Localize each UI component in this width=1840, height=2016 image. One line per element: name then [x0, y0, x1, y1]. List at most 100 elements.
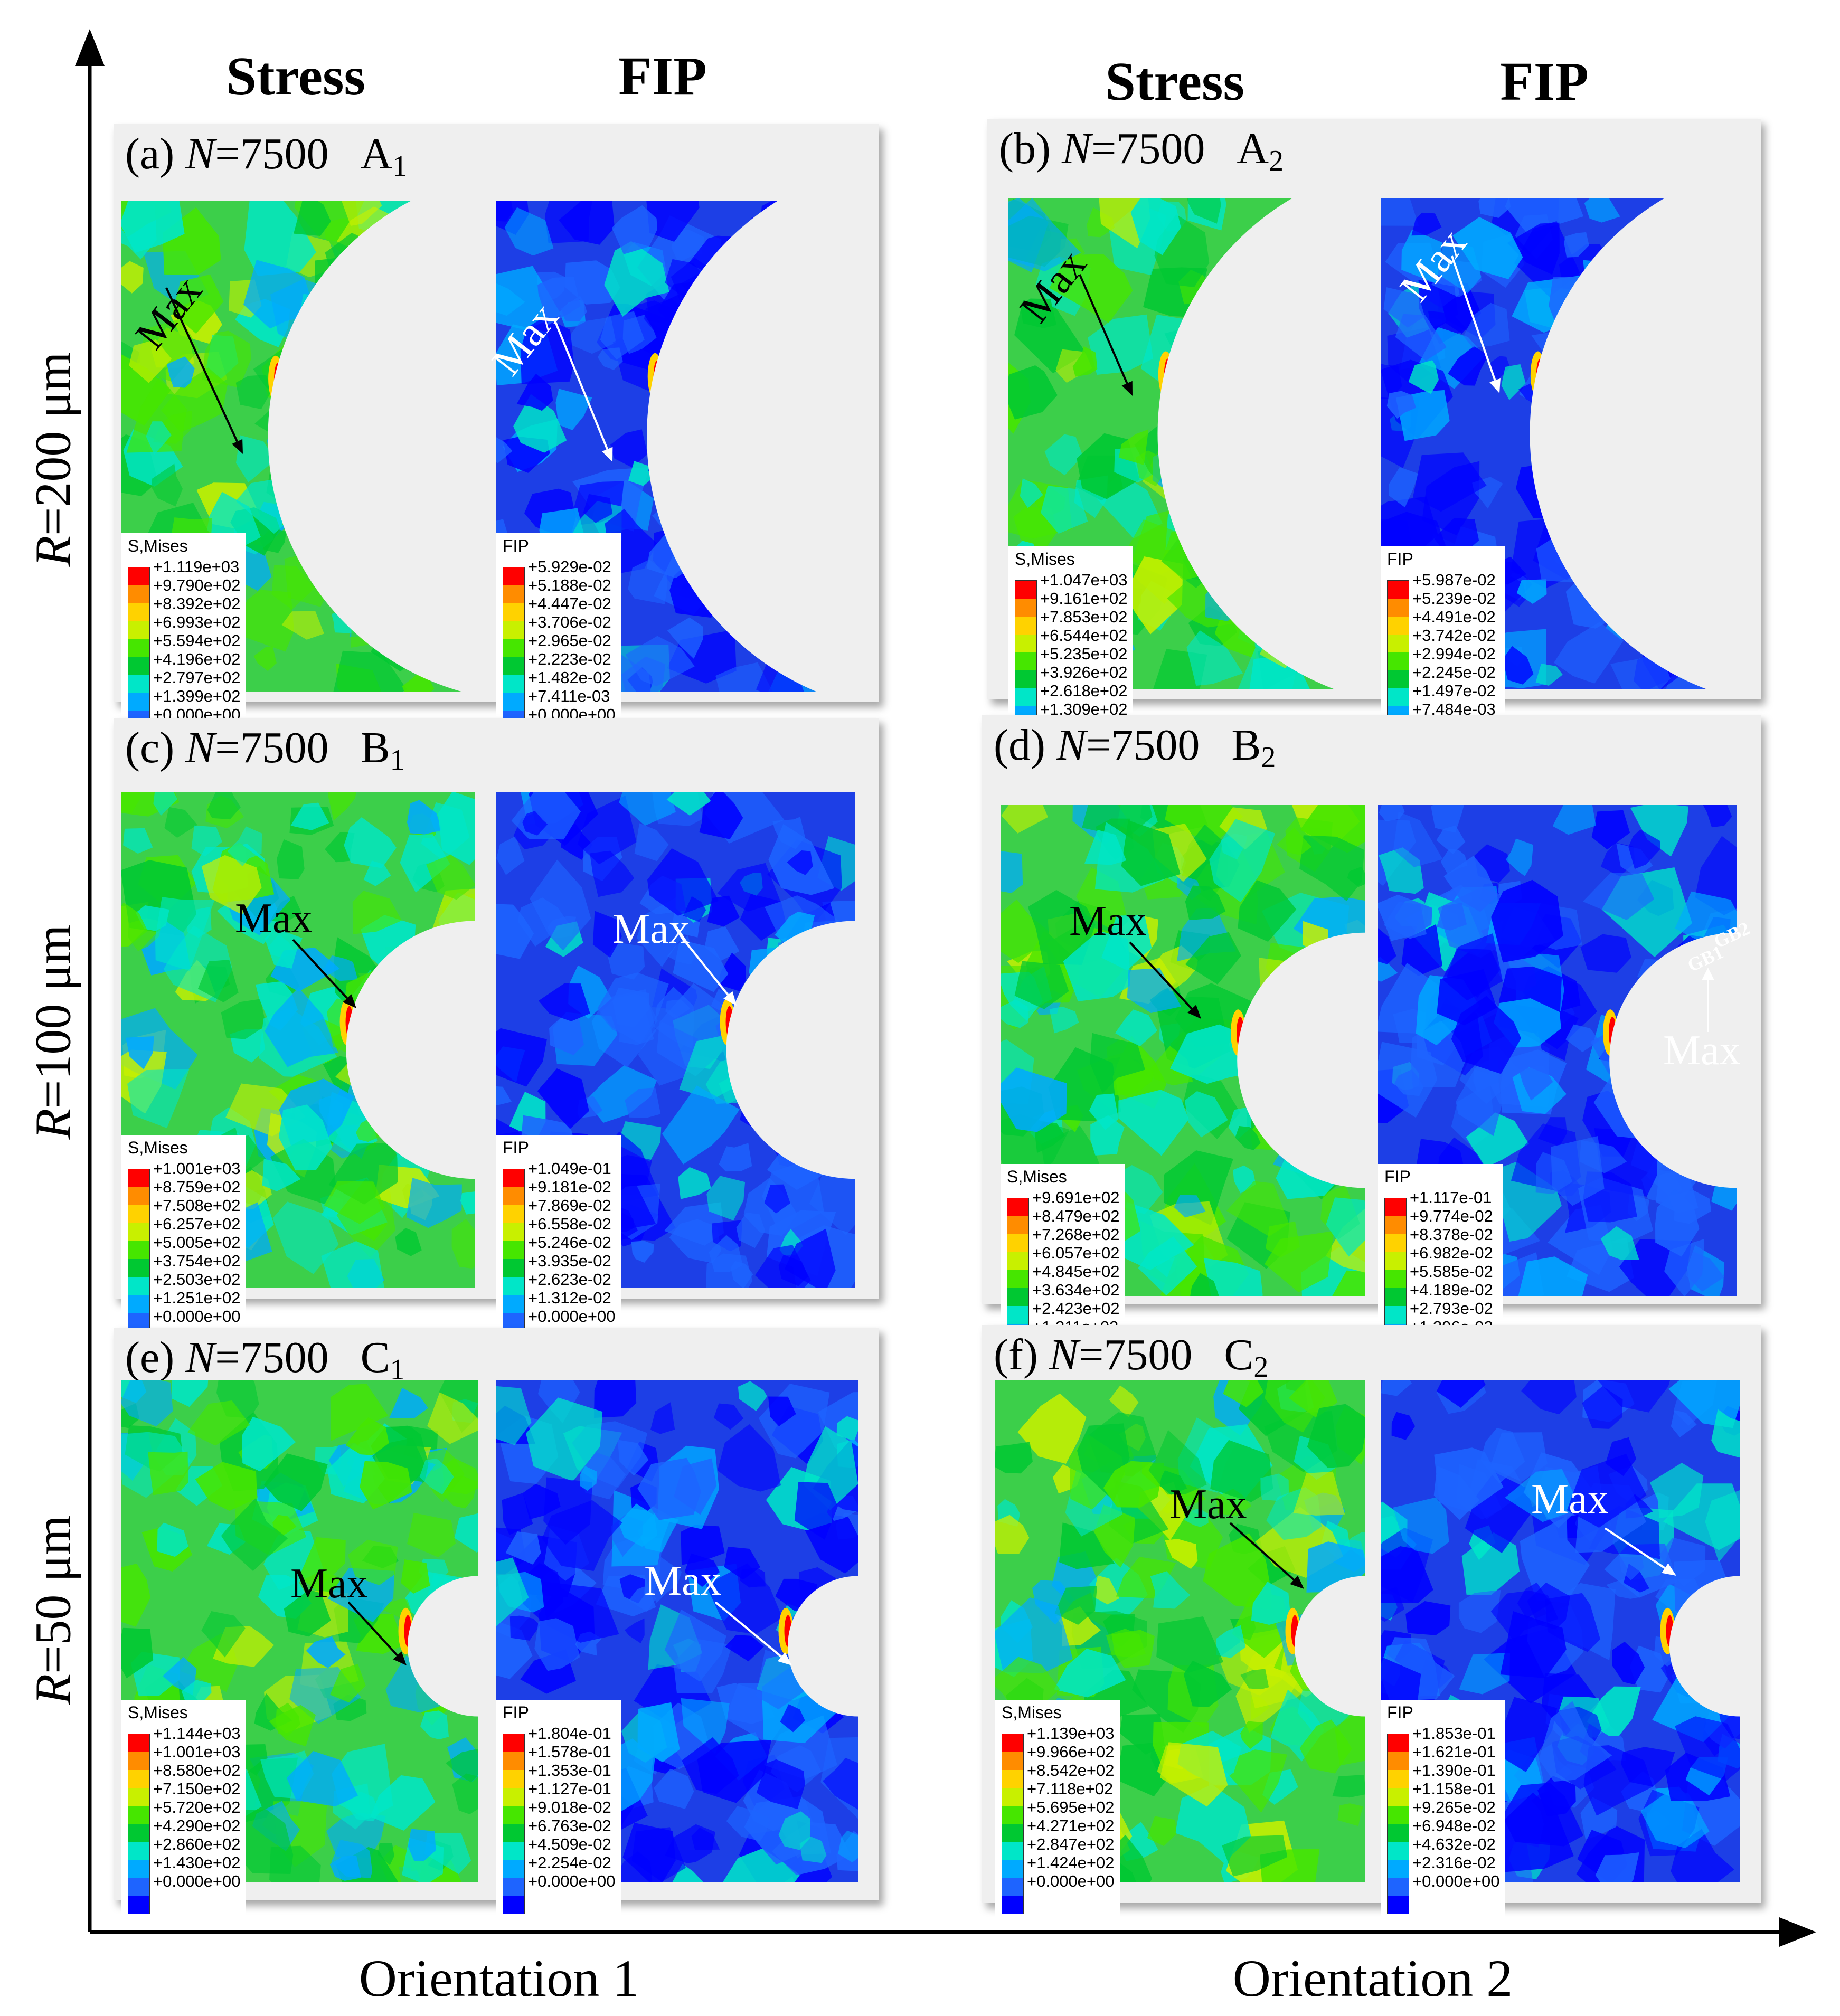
legend-tick: +2.254e-02 — [528, 1853, 611, 1872]
grain-patch — [1187, 198, 1221, 224]
grain-patch — [1493, 1697, 1558, 1772]
legend-swatch — [1007, 1216, 1028, 1234]
grain-patch — [1183, 1660, 1232, 1707]
grain-patch — [592, 911, 622, 958]
grain-patch — [1001, 999, 1028, 1028]
legend-title: FIP — [503, 536, 529, 555]
legend-swatch — [128, 675, 149, 693]
legend-swatch — [128, 1734, 149, 1752]
grain-patch — [121, 902, 148, 947]
grain-patch — [330, 1384, 389, 1441]
panel-tag: (d) — [994, 721, 1045, 770]
grain-patch — [509, 1615, 540, 1641]
specimen-label: C — [1224, 1330, 1254, 1379]
legend-tick: +1.047e+03 — [1040, 571, 1128, 589]
contour-legend: S,Mises +1.139e+03 +9.966e+02 +8.542e+02 +7.… — [995, 1700, 1120, 1918]
legend-swatch — [128, 1860, 149, 1878]
grain-patch — [426, 854, 475, 900]
legend-tick: +1.497e-02 — [1412, 682, 1496, 700]
contour-legend: S,Mises +1.119e+03 +9.790e+02 +8.392e+02 +6.… — [121, 533, 246, 752]
grain-patch — [1184, 1091, 1228, 1138]
cycle-var: N — [185, 1333, 215, 1382]
cycle-var: N — [185, 723, 215, 772]
grain-patch — [1001, 1067, 1067, 1132]
legend-swatch — [1388, 617, 1409, 635]
grain-patch — [1582, 873, 1655, 920]
specimen-label: B — [360, 723, 390, 772]
grain-patch — [253, 646, 277, 671]
grain-patch — [1216, 1625, 1246, 1658]
fip-contour-plot — [1378, 805, 1737, 1296]
legend-body: +1.853e-01 +1.621e-01 +1.390e-01 +1.158e-01… — [1387, 1724, 1500, 1914]
legend-ticks: +1.139e+03 +9.966e+02 +8.542e+02 +7.118e+02… — [1027, 1724, 1115, 1914]
legend-swatch — [503, 1205, 524, 1223]
legend-title: S,Mises — [128, 536, 188, 555]
legend-swatch — [1002, 1806, 1023, 1824]
legend-tick: +5.929e-02 — [528, 557, 611, 576]
grain-patch — [164, 807, 197, 838]
legend-swatch — [1015, 688, 1036, 706]
legend-swatch — [128, 585, 149, 603]
notch-hole — [1669, 1576, 1740, 1717]
grain-patch — [505, 1531, 541, 1565]
grain-patch — [1649, 1463, 1704, 1518]
grain-patch — [1659, 1537, 1706, 1587]
legend-swatch — [128, 1259, 149, 1277]
grain-patch — [1501, 364, 1526, 400]
grain-patch — [794, 1482, 838, 1540]
legend-tick: +9.691e+02 — [1032, 1188, 1120, 1207]
grain-patch — [438, 792, 475, 865]
notch-hole — [408, 1576, 478, 1717]
grain-patch — [207, 792, 241, 820]
grain-patch — [121, 261, 144, 294]
grain-patch — [146, 421, 172, 455]
legend-swatch — [1385, 1198, 1406, 1216]
legend-swatch — [1007, 1234, 1028, 1252]
grain-patch — [1591, 810, 1630, 850]
grain-patch — [239, 1744, 268, 1776]
legend-swatch — [1385, 1234, 1406, 1252]
notch-hole — [726, 921, 855, 1179]
grain-patch — [191, 825, 222, 857]
grain-patch — [756, 1759, 805, 1809]
grain-patch — [1148, 1430, 1207, 1495]
grain-patch — [707, 895, 740, 927]
legend-title: S,Mises — [1002, 1703, 1062, 1722]
legend-swatch — [1388, 1860, 1409, 1878]
cycle-value: =7500 — [1086, 721, 1200, 770]
legend-swatch — [503, 693, 524, 711]
legend-swatch — [1002, 1752, 1023, 1770]
legend-tick: +9.018e-02 — [528, 1798, 611, 1816]
grain-patch — [1393, 1497, 1449, 1554]
grain-patch — [270, 895, 302, 923]
grain-patch — [1537, 1776, 1576, 1816]
panel-d: (d) N=7500 B2 S,Mises +9.691e+02 +8.479e+02 +… — [982, 715, 1761, 1383]
grain-patch — [1008, 198, 1081, 272]
grain-patch — [454, 1513, 478, 1553]
legend-tick: +1.424e+02 — [1027, 1853, 1115, 1872]
grain-patch — [344, 817, 397, 868]
legend-tick: +8.542e+02 — [1027, 1761, 1115, 1780]
legend-tick: +5.005e+02 — [153, 1233, 241, 1252]
grain-patch — [1391, 1412, 1416, 1440]
legend-swatch — [1002, 1842, 1023, 1860]
legend-tick: +4.509e-02 — [528, 1835, 611, 1853]
grain-patch — [583, 494, 613, 523]
grain-patch — [1520, 1516, 1590, 1603]
cycle-var: N — [1056, 721, 1086, 770]
grain-patch — [1008, 365, 1058, 420]
grain-patch — [232, 590, 294, 652]
stress-contour-svg — [1008, 198, 1373, 689]
grain-patch — [681, 1698, 730, 1754]
grain-patch — [451, 1218, 475, 1269]
legend-tick: +9.181e-02 — [528, 1178, 611, 1196]
grain-patch — [181, 1680, 212, 1703]
grain-patch — [1223, 1380, 1264, 1407]
grain-patch — [664, 1609, 726, 1682]
grain-patch — [1518, 1065, 1553, 1101]
cycle-value: =7500 — [1078, 1330, 1193, 1379]
legend-swatch — [1015, 617, 1036, 635]
legend-swatch — [1385, 1306, 1406, 1324]
legend-tick: +6.763e-02 — [528, 1816, 611, 1835]
grain-patch — [496, 1086, 512, 1105]
